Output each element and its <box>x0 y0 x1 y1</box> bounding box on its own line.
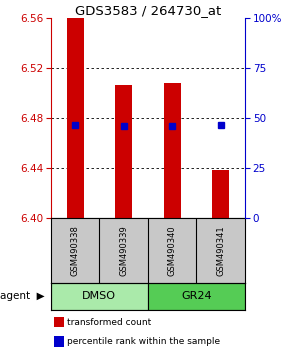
Text: GR24: GR24 <box>181 291 212 302</box>
Bar <box>51 283 148 310</box>
Text: GSM490341: GSM490341 <box>216 225 225 276</box>
Bar <box>148 283 245 310</box>
Bar <box>66 18 84 218</box>
Bar <box>212 170 229 218</box>
Text: agent  ▶: agent ▶ <box>0 291 45 302</box>
Text: GSM490340: GSM490340 <box>168 225 177 276</box>
Bar <box>164 83 181 218</box>
Bar <box>115 85 132 218</box>
Text: GSM490339: GSM490339 <box>119 225 128 276</box>
Title: GDS3583 / 264730_at: GDS3583 / 264730_at <box>75 4 221 17</box>
Text: percentile rank within the sample: percentile rank within the sample <box>67 337 220 346</box>
Text: transformed count: transformed count <box>67 318 151 327</box>
Text: GSM490338: GSM490338 <box>70 225 79 276</box>
Text: DMSO: DMSO <box>82 291 116 302</box>
